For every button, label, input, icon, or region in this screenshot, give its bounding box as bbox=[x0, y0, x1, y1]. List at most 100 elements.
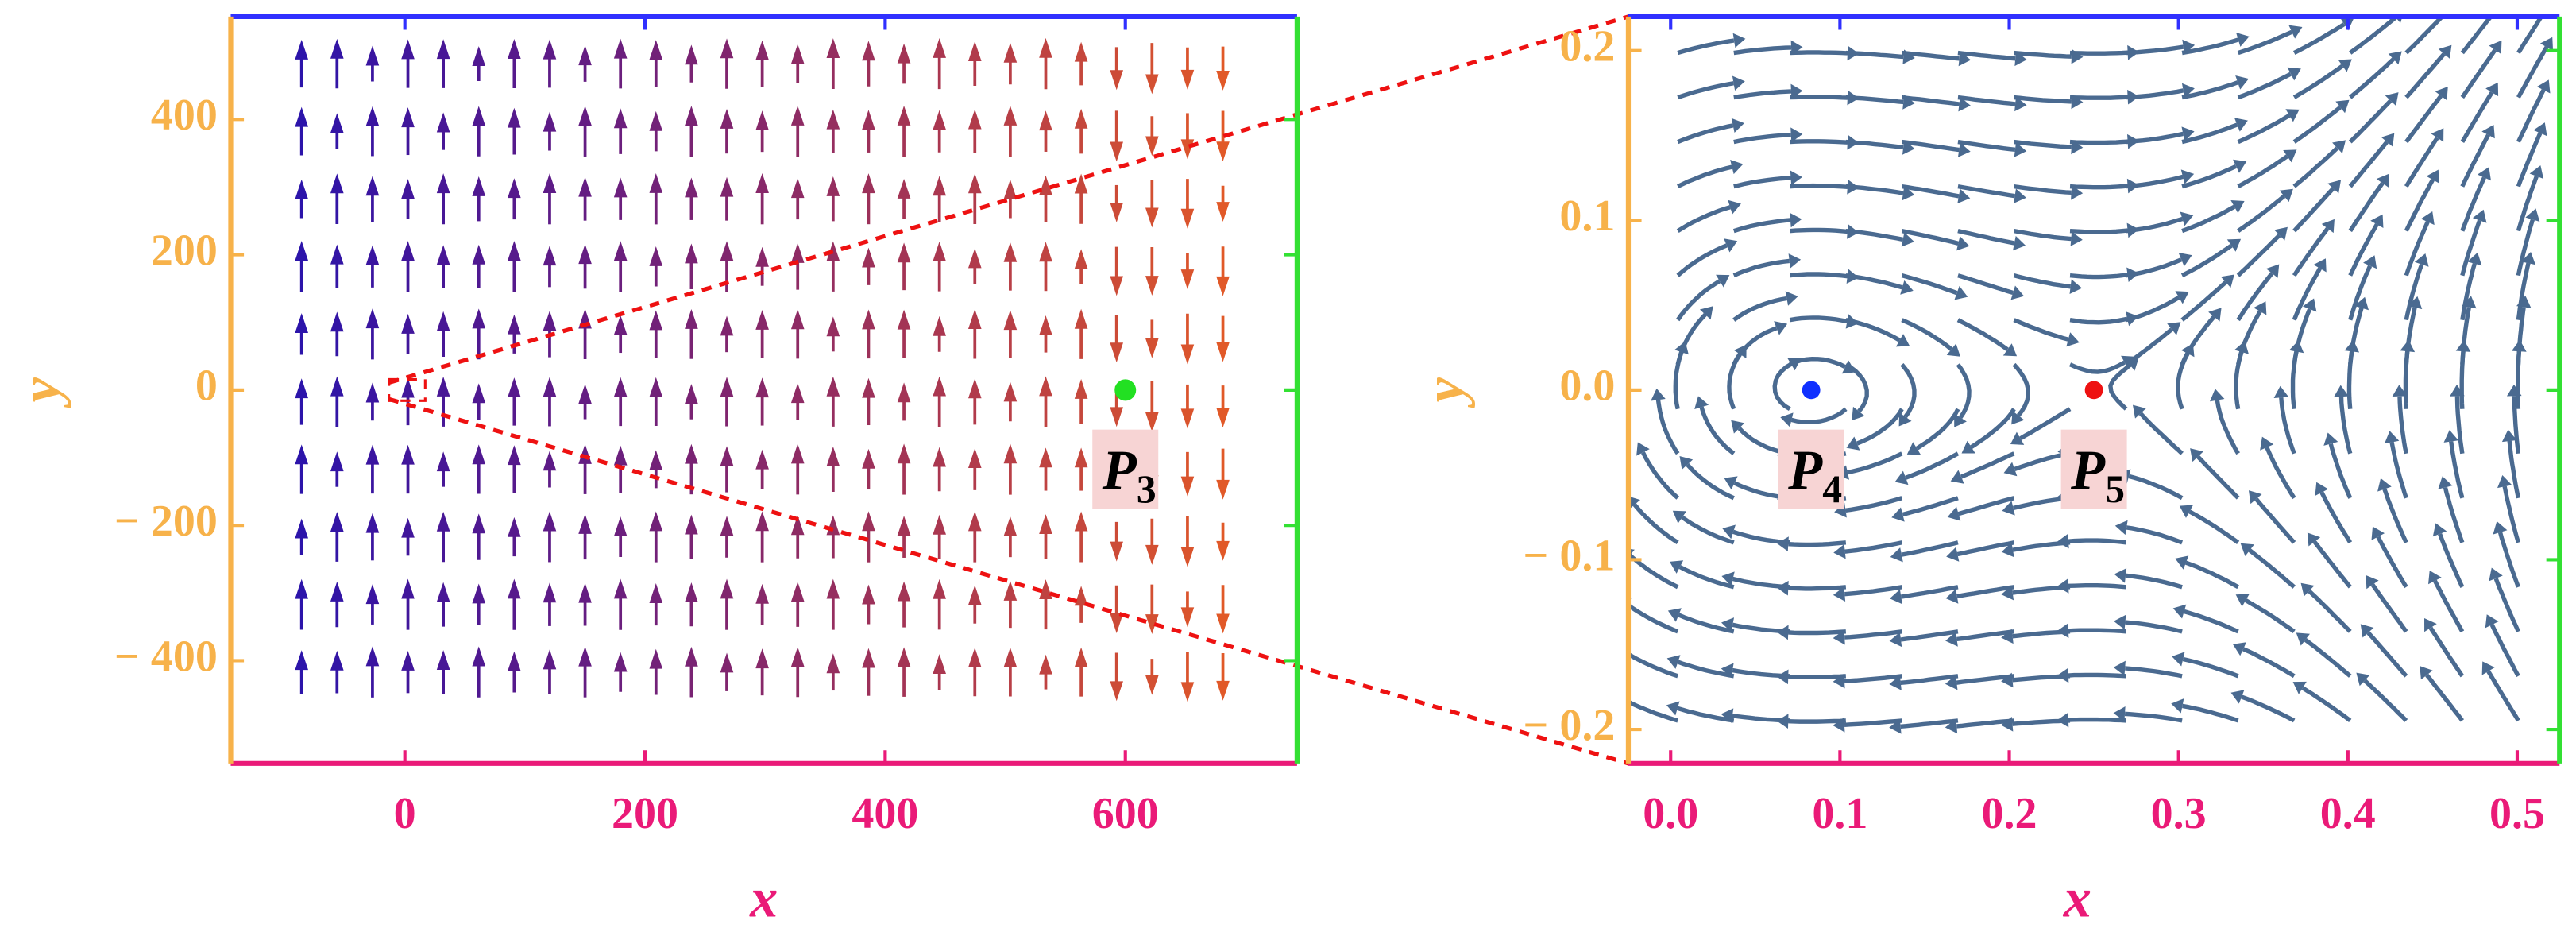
arrow-head bbox=[2240, 543, 2254, 557]
arrow-head bbox=[365, 176, 380, 196]
arrow-head bbox=[685, 243, 698, 264]
arrow-head bbox=[2057, 578, 2069, 594]
arrow-head bbox=[472, 444, 486, 465]
arrow-head bbox=[1039, 175, 1052, 195]
stream-line bbox=[2486, 670, 2520, 722]
x-axis-label: x bbox=[2063, 867, 2091, 929]
arrow-head bbox=[2208, 308, 2222, 322]
arrow-head bbox=[1889, 632, 1902, 648]
arrow-head bbox=[649, 40, 663, 60]
stream-line bbox=[2069, 184, 2128, 190]
arrow-head bbox=[401, 179, 415, 199]
arrow-head bbox=[1947, 506, 1961, 521]
stream-line bbox=[2069, 50, 2128, 56]
stream-line bbox=[1957, 139, 2016, 153]
stream-line bbox=[1900, 363, 1917, 419]
arrow-head bbox=[862, 309, 875, 330]
arrow-head bbox=[1721, 708, 1734, 723]
arrow-head bbox=[1945, 675, 1958, 690]
stream-line bbox=[2459, 350, 2466, 409]
field-right bbox=[1628, 16, 2554, 734]
arrow-head bbox=[2384, 431, 2400, 444]
arrow-head bbox=[1732, 75, 1745, 91]
arrow-head bbox=[1774, 321, 1788, 335]
arrow-head bbox=[578, 106, 592, 126]
arrow-head bbox=[862, 173, 875, 194]
arrow-head bbox=[2323, 432, 2338, 446]
arrow-head bbox=[2438, 476, 2453, 489]
stream-line bbox=[2196, 455, 2240, 500]
arrow-head bbox=[1110, 342, 1124, 363]
stream-line bbox=[2516, 262, 2531, 321]
arrow-head bbox=[1776, 625, 1789, 640]
arrow-head bbox=[2455, 339, 2471, 352]
arrow-head bbox=[2467, 252, 2482, 266]
arrow-head bbox=[1889, 589, 1902, 605]
point-label-sub: 3 bbox=[1137, 467, 1157, 511]
arrow-head bbox=[826, 653, 840, 674]
arrow-head bbox=[2313, 258, 2327, 273]
y-tick-label: 0.0 bbox=[1559, 362, 1615, 411]
arrow-head bbox=[2254, 301, 2267, 315]
arrow-head bbox=[365, 444, 380, 465]
arrow-head bbox=[401, 517, 415, 538]
arrow-head bbox=[1145, 338, 1159, 358]
arrow-head bbox=[933, 447, 946, 467]
arrow-head bbox=[1074, 586, 1088, 606]
stream-line bbox=[1790, 407, 1848, 425]
arrow-head bbox=[685, 514, 698, 535]
stream-line bbox=[1844, 674, 1902, 683]
stream-line bbox=[1900, 585, 1959, 599]
arrow-head bbox=[2462, 296, 2477, 309]
stream-line bbox=[2244, 598, 2296, 634]
stream-line bbox=[2215, 400, 2240, 455]
arrow-head bbox=[2376, 173, 2389, 188]
arrow-head bbox=[401, 107, 415, 128]
arrow-head bbox=[1946, 343, 1960, 357]
arrow-head bbox=[2234, 118, 2248, 132]
stream-line bbox=[2126, 216, 2184, 234]
stream-line bbox=[2069, 272, 2128, 280]
arrow-head bbox=[436, 582, 450, 602]
arrow-head bbox=[1180, 139, 1195, 160]
stream-line bbox=[1789, 315, 1848, 324]
stream-line bbox=[1790, 183, 1848, 189]
arrow-head bbox=[1724, 476, 1738, 490]
arrow-head bbox=[826, 578, 840, 599]
arrow-head bbox=[1906, 442, 1921, 455]
stream-line bbox=[2182, 656, 2239, 679]
arrow-head bbox=[295, 518, 308, 539]
point-label: P5 bbox=[2070, 439, 2125, 511]
arrow-head bbox=[790, 44, 805, 64]
arrow-head bbox=[1721, 617, 1735, 632]
point-label-main: P bbox=[1787, 439, 1823, 501]
arrow-head bbox=[295, 39, 308, 60]
stream-line bbox=[1678, 565, 1735, 590]
arrow-head bbox=[1110, 70, 1124, 91]
arrow-head bbox=[1852, 406, 1865, 421]
stream-line bbox=[2014, 50, 2072, 59]
arrow-head bbox=[1950, 470, 1964, 484]
arrow-head bbox=[790, 515, 805, 536]
arrow-head bbox=[2321, 219, 2335, 234]
arrow-head bbox=[401, 651, 415, 671]
stream-line bbox=[1845, 496, 1903, 513]
arrow-head bbox=[826, 241, 840, 261]
arrow-head bbox=[826, 446, 840, 466]
arrow-head bbox=[2388, 51, 2402, 65]
arrow-head bbox=[2392, 385, 2408, 397]
arrow-head bbox=[1890, 547, 1903, 563]
arrow-head bbox=[1039, 110, 1052, 131]
y-tick-label: − 400 bbox=[114, 632, 218, 681]
stream-line bbox=[2349, 16, 2397, 55]
arrow-head bbox=[933, 654, 946, 675]
arrow-head bbox=[2210, 389, 2225, 402]
arrow-head bbox=[1074, 41, 1088, 62]
arrow-head bbox=[613, 38, 628, 59]
stream-line bbox=[2237, 72, 2292, 100]
arrow-head bbox=[436, 112, 450, 133]
arrow-head bbox=[1902, 185, 1915, 201]
arrow-head bbox=[720, 652, 734, 673]
stream-line bbox=[2248, 548, 2296, 589]
arrow-head bbox=[1889, 675, 1902, 690]
